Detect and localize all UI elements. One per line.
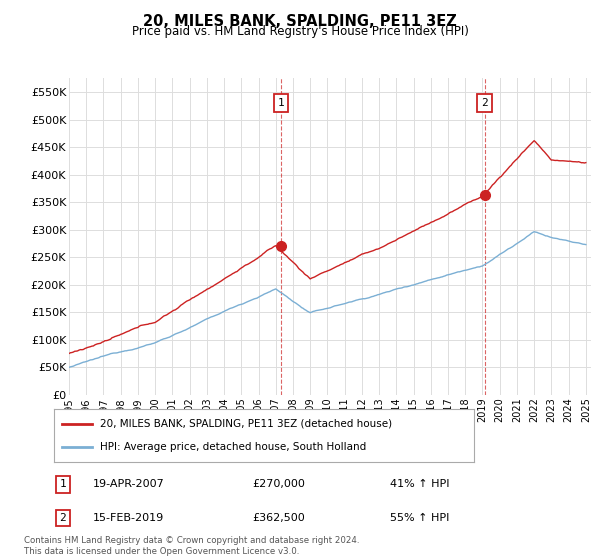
Text: 2: 2 — [481, 98, 488, 108]
Text: 19-APR-2007: 19-APR-2007 — [93, 479, 165, 489]
Text: HPI: Average price, detached house, South Holland: HPI: Average price, detached house, Sout… — [100, 442, 367, 452]
Text: Contains HM Land Registry data © Crown copyright and database right 2024.
This d: Contains HM Land Registry data © Crown c… — [24, 536, 359, 556]
Text: 20, MILES BANK, SPALDING, PE11 3EZ (detached house): 20, MILES BANK, SPALDING, PE11 3EZ (deta… — [100, 419, 392, 429]
Text: 20, MILES BANK, SPALDING, PE11 3EZ: 20, MILES BANK, SPALDING, PE11 3EZ — [143, 14, 457, 29]
Text: Price paid vs. HM Land Registry's House Price Index (HPI): Price paid vs. HM Land Registry's House … — [131, 25, 469, 38]
Text: £270,000: £270,000 — [252, 479, 305, 489]
Text: 1: 1 — [277, 98, 284, 108]
Text: 1: 1 — [59, 479, 67, 489]
Text: 2: 2 — [59, 513, 67, 523]
Text: 55% ↑ HPI: 55% ↑ HPI — [390, 513, 449, 523]
Text: 15-FEB-2019: 15-FEB-2019 — [93, 513, 164, 523]
Text: £362,500: £362,500 — [252, 513, 305, 523]
Text: 41% ↑ HPI: 41% ↑ HPI — [390, 479, 449, 489]
